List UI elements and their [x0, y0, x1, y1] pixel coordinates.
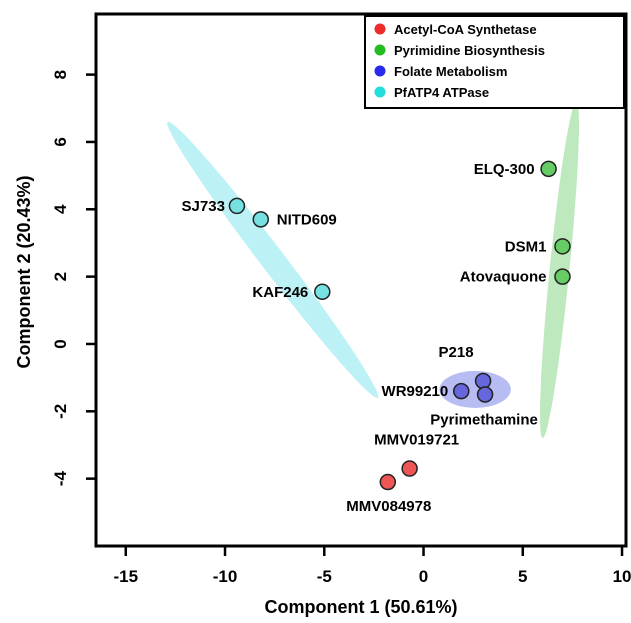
data-point-elq-300	[540, 160, 557, 178]
data-point-nitd609	[252, 211, 270, 228]
data-point-kaf246	[314, 283, 331, 301]
x-tick-label: -10	[213, 567, 238, 586]
x-tick-label: -5	[317, 567, 332, 586]
y-tick-label: 4	[51, 204, 70, 214]
x-tick-label: -15	[113, 567, 138, 586]
legend-box	[364, 15, 625, 109]
data-point-pyrimethamine	[476, 386, 494, 403]
legend-label: Pyrimidine Biosynthesis	[394, 43, 545, 58]
legend-marker	[374, 23, 386, 35]
y-axis-title: Component 2 (20.43%)	[14, 175, 34, 368]
data-point-atovaquone	[554, 268, 571, 285]
y-tick-label: 8	[51, 70, 70, 79]
point-label-pyrimethamine: Pyrimethamine	[430, 411, 538, 428]
point-label-nitd609: NITD609	[277, 211, 337, 228]
y-tick-label: -4	[51, 471, 70, 487]
point-label-dsm1: DSM1	[505, 238, 547, 255]
data-points: MMV019721 MMV084978 ELQ-300 DSM1 Atovaquone P…	[182, 160, 571, 515]
data-point-mmv019721	[401, 460, 418, 477]
y-axis-ticks: -4 -2 0 2 4 6 8	[51, 70, 96, 486]
x-tick-label: 0	[419, 567, 428, 586]
data-point-p218	[474, 372, 492, 390]
legend: Acetyl-CoA Synthetase Pyrimidine Biosynth…	[364, 15, 625, 109]
y-tick-label: 6	[51, 137, 70, 146]
point-label-kaf246: KAF246	[252, 284, 308, 301]
legend-marker	[374, 44, 386, 56]
data-point-wr99210	[452, 382, 470, 400]
data-point-mmv084978	[379, 473, 397, 491]
legend-label: Folate Metabolism	[394, 64, 507, 79]
plot-frame	[94, 12, 628, 548]
point-label-wr99210: WR99210	[382, 383, 449, 400]
x-axis-title: Component 1 (50.61%)	[264, 597, 457, 617]
point-label-mmv019721: MMV019721	[374, 432, 459, 449]
x-tick-label: 5	[518, 567, 527, 586]
point-label-elq-300: ELQ-300	[474, 161, 535, 178]
point-label-mmv084978: MMV084978	[346, 498, 431, 515]
legend-label: Acetyl-CoA Synthetase	[394, 22, 537, 37]
folate-ellipse	[439, 370, 511, 408]
y-tick-label: -2	[51, 404, 70, 419]
pfatp4-ellipse	[167, 121, 379, 398]
y-tick-label: 2	[51, 272, 70, 281]
point-label-atovaquone: Atovaquone	[460, 269, 547, 286]
data-point-dsm1	[554, 238, 571, 255]
legend-marker	[374, 86, 386, 98]
point-label-p218: P218	[439, 344, 474, 361]
legend-label: PfATP4 ATPase	[394, 85, 489, 100]
data-point-sj733	[228, 197, 246, 215]
y-tick-label: 0	[51, 339, 70, 348]
x-axis-ticks: -15 -10 -5 0 5 10	[113, 546, 631, 586]
x-tick-label: 10	[613, 567, 631, 586]
point-label-sj733: SJ733	[182, 198, 225, 215]
legend-marker	[374, 65, 386, 77]
